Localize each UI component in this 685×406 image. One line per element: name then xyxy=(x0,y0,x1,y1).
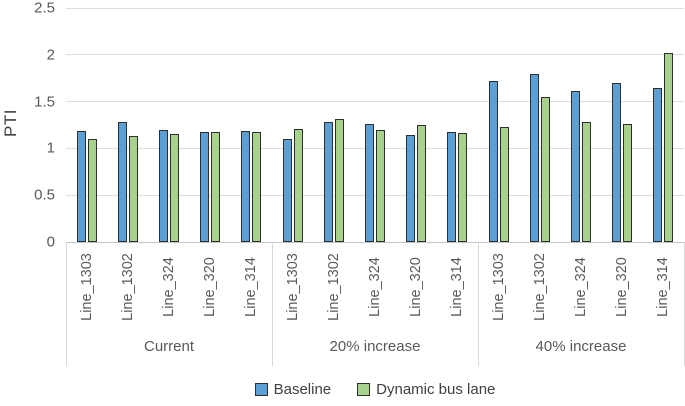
bar-baseline xyxy=(571,91,580,242)
bar-pair-20-increase-Line_324 xyxy=(365,124,385,242)
y-axis-title: PTI xyxy=(1,109,20,137)
group-label: Current xyxy=(143,338,195,355)
bar-dynamic-bus-lane xyxy=(293,129,303,242)
bar-pair-40-increase-Line_324 xyxy=(571,91,591,242)
legend: Baseline Dynamic bus lane xyxy=(66,378,684,400)
bar-pair-20-increase-Line_314 xyxy=(447,132,468,242)
legend-label: Baseline xyxy=(273,380,332,398)
bar-dynamic-bus-lane xyxy=(540,97,550,242)
category-label: Line_324 xyxy=(367,257,383,317)
bar-baseline xyxy=(653,88,663,242)
bar-pair-Current-Line_1303 xyxy=(76,131,97,242)
bar-baseline xyxy=(447,132,457,242)
bar-baseline xyxy=(612,83,622,242)
gridline-2 xyxy=(66,54,684,56)
bar-baseline xyxy=(117,122,127,242)
gridline-1.5 xyxy=(66,101,684,103)
bar-pair-40-increase-Line_1303 xyxy=(488,81,509,242)
bar-dynamic-bus-lane xyxy=(458,133,468,242)
category-label: Line_314 xyxy=(243,257,260,317)
legend-item-baseline: Baseline xyxy=(254,380,332,398)
bar-dynamic-bus-lane xyxy=(211,132,221,242)
group-label: 40% increase xyxy=(535,338,627,355)
plot-area: 0 0.5 1 1.5 2 2.5 xyxy=(34,0,684,251)
bar-baseline xyxy=(241,131,251,242)
bar-pair-20-increase-Line_1302 xyxy=(323,119,344,242)
bar-baseline xyxy=(365,124,374,242)
y-tick-label: 1.5 xyxy=(34,93,55,111)
category-label: Line_324 xyxy=(573,257,589,317)
y-tick-label: 1 xyxy=(46,139,55,157)
bar-dynamic-bus-lane xyxy=(623,124,633,242)
bar-pair-40-increase-Line_1302 xyxy=(529,74,550,242)
x-axis-label-area: Line_1303 Line_1302 Line_324 Line_320 Line_3… xyxy=(66,242,685,366)
gridline-1 xyxy=(66,147,684,149)
legend-swatch-icon xyxy=(254,382,268,396)
category-label: Line_320 xyxy=(614,257,631,317)
bar-baseline xyxy=(323,122,333,242)
bar-dynamic-bus-lane xyxy=(252,132,262,242)
bar-dynamic-bus-lane xyxy=(376,130,385,242)
x-axis-line xyxy=(66,242,684,243)
bar-dynamic-bus-lane xyxy=(499,127,509,242)
bar-baseline xyxy=(76,131,86,242)
y-tick-label: 0.5 xyxy=(34,186,55,204)
legend-swatch-icon xyxy=(357,382,371,396)
group-label: 20% increase xyxy=(329,338,421,355)
category-label: Line_320 xyxy=(202,257,219,317)
bar-dynamic-bus-lane xyxy=(417,125,427,242)
bar-baseline xyxy=(282,139,292,242)
bar-pair-40-increase-Line_320 xyxy=(612,83,633,242)
category-label: Line_320 xyxy=(408,257,425,317)
bar-dynamic-bus-lane xyxy=(170,134,179,242)
bar-pair-20-increase-Line_1303 xyxy=(282,129,303,242)
category-label: Line_1302 xyxy=(119,253,136,321)
bar-dynamic-bus-lane xyxy=(87,139,97,242)
axis-group-separator xyxy=(478,242,479,366)
bar-baseline xyxy=(529,74,539,242)
category-label: Line_1302 xyxy=(531,253,548,321)
axis-group-separator xyxy=(272,242,273,366)
bar-baseline xyxy=(488,81,498,242)
category-label: Line_314 xyxy=(655,257,672,317)
category-label: Line_1303 xyxy=(490,253,507,321)
y-tick-label: 2.5 xyxy=(34,0,55,17)
bar-baseline xyxy=(159,130,168,242)
legend-item-dynamic-bus-lane: Dynamic bus lane xyxy=(357,381,495,398)
bar-pair-Current-Line_1302 xyxy=(117,122,138,242)
bar-pair-Current-Line_314 xyxy=(241,131,262,242)
category-label: Line_314 xyxy=(449,257,466,317)
category-label: Line_1302 xyxy=(325,253,342,321)
y-tick-label: 2 xyxy=(46,46,55,64)
bar-pair-40-increase-Line_314 xyxy=(653,53,674,242)
bar-dynamic-bus-lane xyxy=(664,53,674,242)
category-label: Line_1303 xyxy=(78,253,95,321)
bar-pair-Current-Line_324 xyxy=(159,130,179,242)
legend-label: Dynamic bus lane xyxy=(376,380,496,398)
bar-baseline xyxy=(200,132,210,242)
category-label: Line_1303 xyxy=(284,253,301,321)
bar-pair-Current-Line_320 xyxy=(200,132,221,242)
bar-dynamic-bus-lane xyxy=(582,122,591,242)
axis-group-separator xyxy=(66,242,67,366)
y-tick-label: 0 xyxy=(46,233,55,251)
gridline-2.5 xyxy=(66,7,684,9)
bar-baseline xyxy=(406,135,416,242)
bar-dynamic-bus-lane xyxy=(334,119,344,242)
bar-dynamic-bus-lane xyxy=(128,136,138,242)
gridline-0.5 xyxy=(66,194,684,196)
category-label: Line_324 xyxy=(161,257,177,317)
bar-pair-20-increase-Line_320 xyxy=(406,125,427,242)
